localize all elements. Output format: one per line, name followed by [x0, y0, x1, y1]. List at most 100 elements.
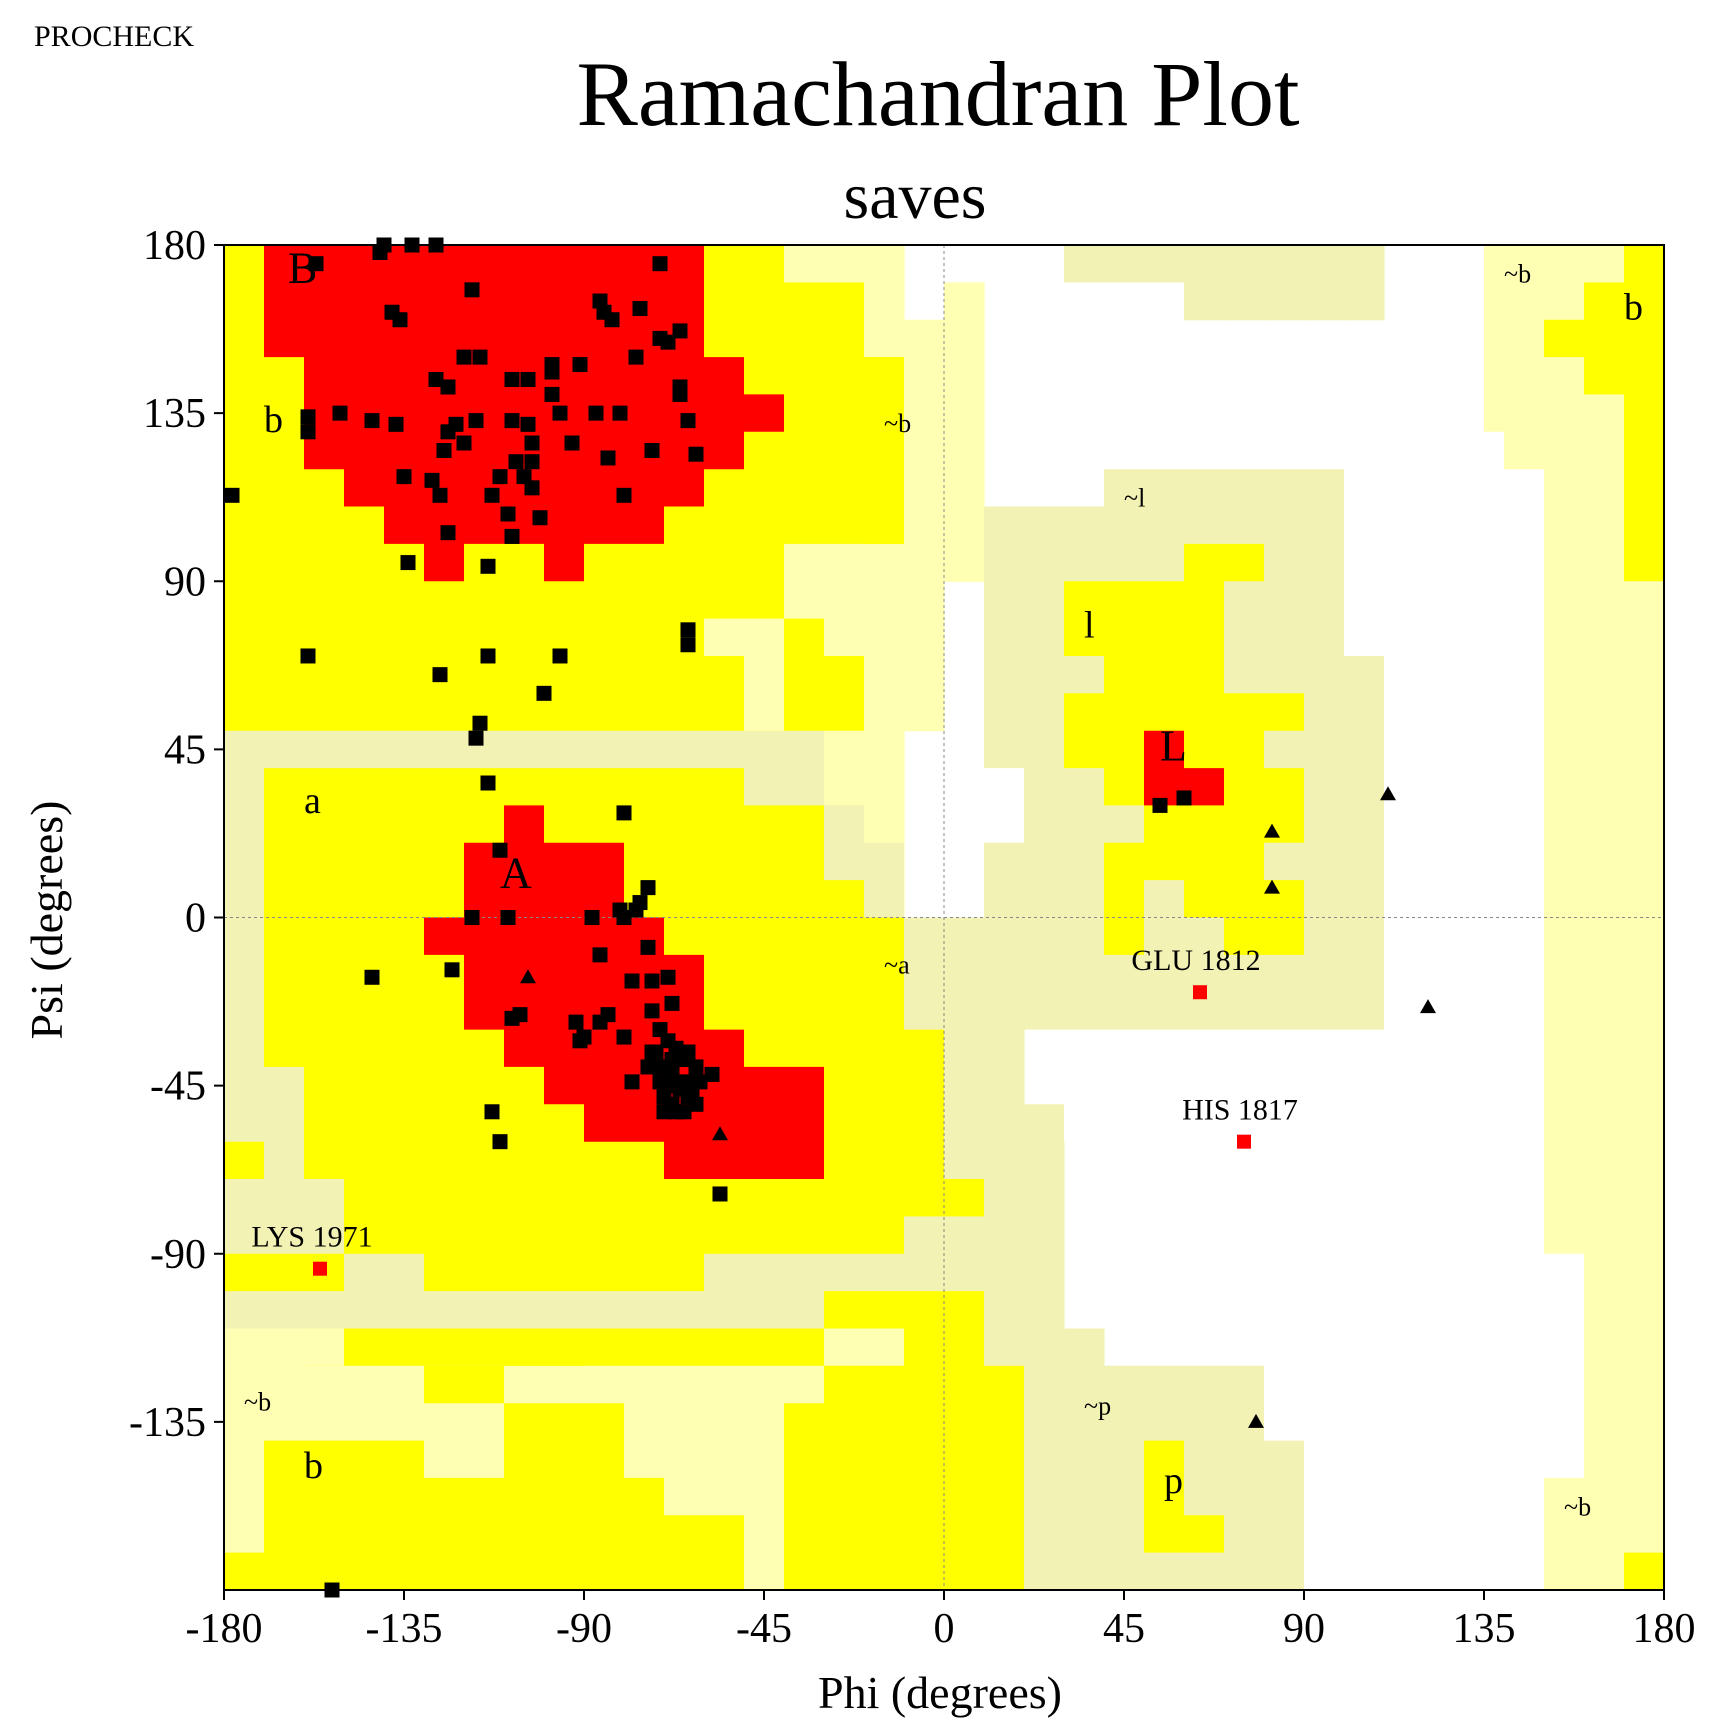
region-cell: [704, 1328, 745, 1367]
region-label: ~b: [1564, 1492, 1591, 1521]
region-cell: [904, 618, 945, 657]
region-cell: [1344, 245, 1385, 283]
region-area: [424, 1365, 504, 1404]
y-tick-label: 0: [185, 896, 206, 942]
region-cell: [904, 543, 945, 582]
residues-point: [400, 555, 416, 571]
region-cell: [224, 1291, 265, 1330]
region-cell: [784, 618, 825, 657]
residues-point: [568, 1014, 584, 1030]
x-tick-label: 135: [1453, 1606, 1516, 1652]
region-label: L: [1160, 722, 1187, 771]
region-cell: [864, 693, 905, 732]
y-tick-label: -135: [129, 1400, 206, 1446]
region-cell: [664, 1328, 705, 1367]
region-cell: [784, 1552, 825, 1591]
residues-point: [224, 487, 240, 503]
residues-point: [524, 435, 540, 451]
y-tick-label: -45: [150, 1064, 206, 1110]
region-cell: [904, 1403, 945, 1442]
region-cell: [584, 1328, 625, 1367]
region-cell: [904, 1291, 945, 1330]
region-cell: [1024, 1291, 1065, 1330]
region-cell: [944, 1440, 985, 1479]
residues-point: [644, 973, 660, 989]
region-area: [224, 1403, 744, 1590]
region-cell: [1024, 1477, 1065, 1516]
residues-point: [592, 947, 608, 963]
residues-point: [432, 667, 448, 683]
outliers-point: [1237, 1134, 1251, 1149]
residues-point: [524, 454, 540, 470]
region-cell: [824, 1365, 865, 1404]
region-cell: [824, 655, 865, 694]
core-region: [1144, 730, 1224, 806]
residues-point: [440, 379, 456, 395]
residues-point: [500, 910, 516, 925]
outlier-labels: GLU 1812 HIS 1817 LYS 1971: [251, 944, 1298, 1253]
region-cell: [904, 1440, 945, 1479]
residues-point: [680, 413, 696, 429]
core-region: [424, 805, 824, 1179]
region-cell: [1184, 282, 1225, 321]
outlier-label: LYS 1971: [251, 1220, 372, 1253]
region-cell: [984, 1403, 1025, 1442]
residues-point: [480, 558, 496, 574]
residues-point: [640, 939, 656, 955]
residues-point: [616, 487, 632, 503]
residues-point: [648, 1044, 664, 1060]
residues-point: [572, 357, 588, 373]
residues-point: [544, 364, 560, 380]
region-cell: [984, 1515, 1025, 1554]
region-cell: [864, 768, 905, 807]
residues-point: [1176, 790, 1192, 806]
region-label: ~b: [244, 1388, 271, 1417]
residues-point: [628, 902, 644, 918]
residues-point: [672, 386, 688, 402]
glycine-point: [1264, 823, 1280, 838]
region-cell: [224, 1104, 265, 1143]
region-cell: [784, 1403, 825, 1442]
region-cell: [1624, 1365, 1665, 1404]
residues-point: [584, 910, 600, 925]
y-tick-label: 180: [143, 223, 206, 269]
region-cell: [1024, 1552, 1065, 1591]
residues-point: [464, 910, 480, 925]
residues-point: [656, 1104, 672, 1120]
residues-point: [388, 416, 404, 432]
region-cell: [984, 1291, 1025, 1330]
residues-point: [536, 685, 552, 701]
x-tick-label: -90: [556, 1606, 612, 1652]
residues-point: [676, 1104, 692, 1120]
residues-point: [600, 450, 616, 466]
region-cell: [824, 1440, 865, 1479]
residues-point: [500, 506, 516, 522]
region-cell: [824, 1477, 865, 1516]
y-axis-ticks: -135 -90 -45 0 45 90 135 180: [129, 223, 224, 1446]
x-tick-label: -135: [366, 1606, 443, 1652]
region-cell: [1584, 1291, 1625, 1330]
x-tick-label: 90: [1283, 1606, 1325, 1652]
region-label: a: [304, 780, 321, 822]
region-area: [1144, 1440, 1224, 1553]
region-label: p: [1164, 1460, 1183, 1502]
residues-point: [652, 256, 668, 272]
region-cell: [984, 1440, 1025, 1479]
region-cell: [944, 1365, 985, 1404]
region-label: ~b: [884, 409, 911, 438]
glycine-point: [520, 969, 536, 984]
region-cell: [944, 1328, 985, 1367]
region-cell: [1064, 1328, 1105, 1367]
region-cell: [864, 581, 905, 620]
glycine-point: [1264, 879, 1280, 894]
outliers-point: [1193, 985, 1207, 1000]
region-cell: [984, 1328, 1025, 1367]
region-cell: [1344, 282, 1385, 321]
residues-point: [684, 1085, 700, 1101]
region-cell: [864, 1440, 905, 1479]
x-tick-label: -180: [186, 1606, 263, 1652]
region-area: [224, 1328, 344, 1366]
region-label: l: [1084, 604, 1095, 646]
